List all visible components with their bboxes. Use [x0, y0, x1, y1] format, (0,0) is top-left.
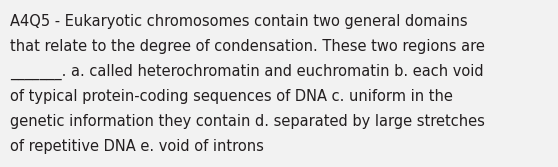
Text: genetic information they contain d. separated by large stretches: genetic information they contain d. sepa… — [10, 114, 485, 129]
Text: of typical protein-coding sequences of DNA c. uniform in the: of typical protein-coding sequences of D… — [10, 89, 453, 104]
Text: _______. a. called heterochromatin and euchromatin b. each void: _______. a. called heterochromatin and e… — [10, 64, 484, 80]
Text: that relate to the degree of condensation. These two regions are: that relate to the degree of condensatio… — [10, 39, 485, 54]
Text: of repetitive DNA e. void of introns: of repetitive DNA e. void of introns — [10, 139, 264, 154]
Text: A4Q5 - Eukaryotic chromosomes contain two general domains: A4Q5 - Eukaryotic chromosomes contain tw… — [10, 14, 468, 29]
